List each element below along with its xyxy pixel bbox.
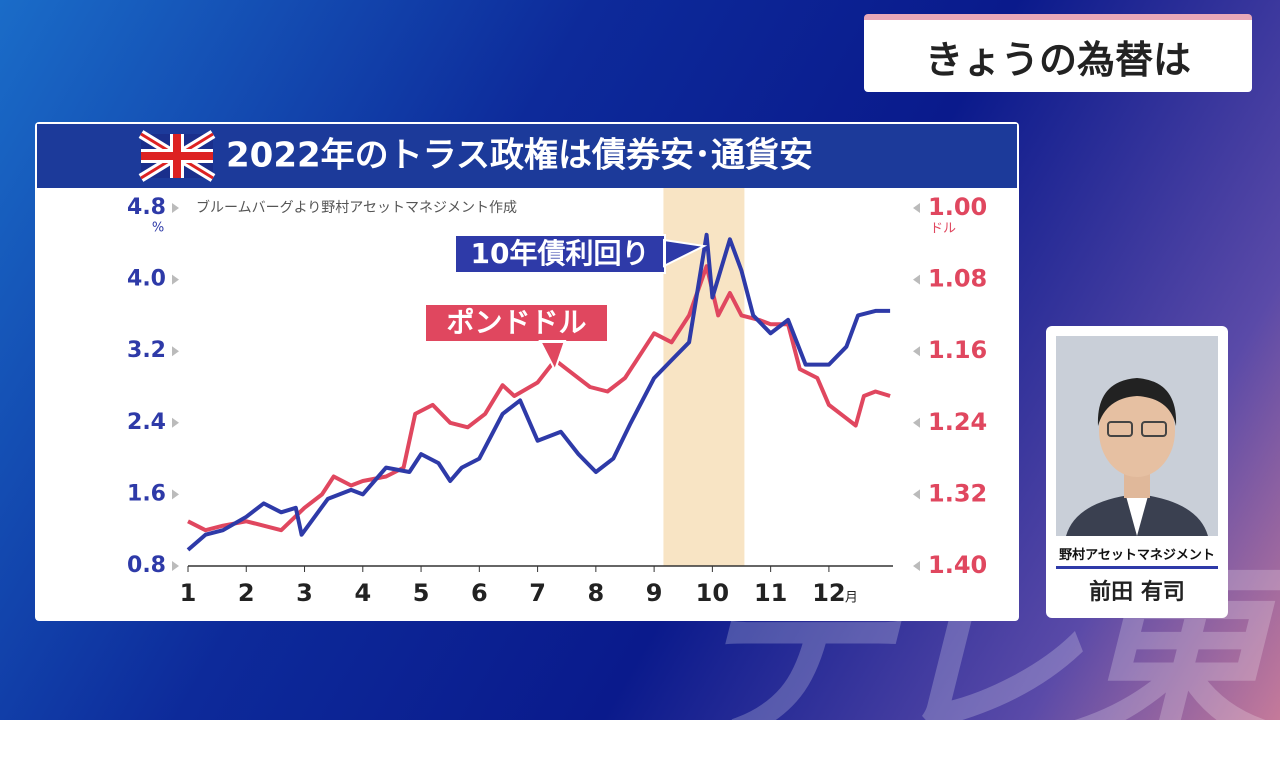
chart: 2022年のトラス政権は債券安･通貨安 ブルームバーグより野村アセットマネジメン…: [35, 122, 1019, 621]
chart-title: 2022年のトラス政権は債券安･通貨安: [226, 136, 813, 176]
y-tick-mark: [172, 417, 179, 428]
guest-company: 野村アセットマネジメント: [1056, 544, 1218, 569]
x-tick-label: 9: [646, 579, 663, 607]
x-tick-label: 4: [354, 579, 371, 607]
y-tick-mark: [172, 203, 179, 213]
series-line: [186, 232, 891, 552]
y2-tick-label: 1.24: [928, 408, 987, 436]
legend-label: 10年債利回り: [471, 237, 650, 270]
y-tick-mark: [172, 274, 179, 285]
y-tick-label: 1.6: [127, 481, 166, 506]
x-tick-label: 12: [812, 579, 845, 607]
y-tick-mark: [172, 346, 179, 357]
page: テレ東 きょうの為替は 2022年のトラス政権は債券安･通貨安 ブルームバーグよ…: [0, 0, 1280, 720]
guest-photo: [1056, 336, 1218, 536]
y2-tick-label: 1.08: [928, 265, 987, 293]
guest-card: 野村アセットマネジメント 前田 有司: [1046, 326, 1228, 618]
x-tick-label: 10: [696, 579, 729, 607]
y2-tick-label: 1.40: [928, 551, 987, 579]
x-unit: 月: [845, 591, 858, 606]
y2-tick-label: 1.16: [928, 336, 987, 364]
x-tick-label: 7: [529, 579, 546, 607]
y2-tick-mark: [913, 274, 920, 285]
x-tick-label: 5: [413, 579, 430, 607]
chart-panel: [35, 122, 1019, 621]
legend-callout: [424, 303, 609, 373]
y2-tick-mark: [913, 346, 920, 357]
y2-tick-mark: [913, 417, 920, 428]
x-tick-label: 1: [180, 579, 197, 607]
y-tick-mark: [172, 489, 179, 500]
y2-tick-label: 1.00: [928, 193, 987, 221]
y-tick-label: 4.0: [127, 267, 166, 292]
y-tick-label: 0.8: [127, 553, 166, 578]
x-tick-label: 8: [587, 579, 604, 607]
legend-label: ポンドドル: [446, 306, 586, 339]
header-box: きょうの為替は: [864, 14, 1252, 92]
y-tick-label: 3.2: [127, 338, 166, 363]
uk-flag: [138, 130, 216, 182]
y2-tick-mark: [913, 203, 920, 213]
legend-callout: [454, 234, 708, 274]
source-note: ブルームバーグより野村アセットマネジメント作成: [196, 199, 517, 216]
y-unit: %: [152, 221, 164, 236]
y2-tick-mark: [913, 561, 920, 571]
x-tick-label: 3: [296, 579, 313, 607]
y-tick-label: 4.8: [127, 195, 166, 220]
x-tick-label: 6: [471, 579, 488, 607]
header-title: きょうの為替は: [924, 37, 1191, 82]
guest-name: 前田 有司: [1089, 580, 1185, 605]
y-tick-label: 2.4: [127, 410, 166, 435]
x-tick-label: 11: [754, 579, 787, 607]
y-tick-mark: [172, 561, 179, 571]
x-tick-label: 2: [238, 579, 255, 607]
y2-tick-mark: [913, 489, 920, 500]
series-line: [187, 264, 891, 533]
y2-unit: ドル: [930, 222, 956, 237]
y2-tick-label: 1.32: [928, 479, 987, 507]
